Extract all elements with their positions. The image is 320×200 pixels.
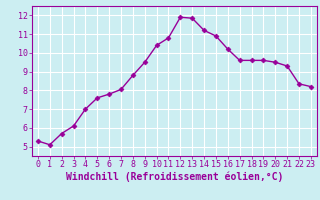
X-axis label: Windchill (Refroidissement éolien,°C): Windchill (Refroidissement éolien,°C) [66,172,283,182]
